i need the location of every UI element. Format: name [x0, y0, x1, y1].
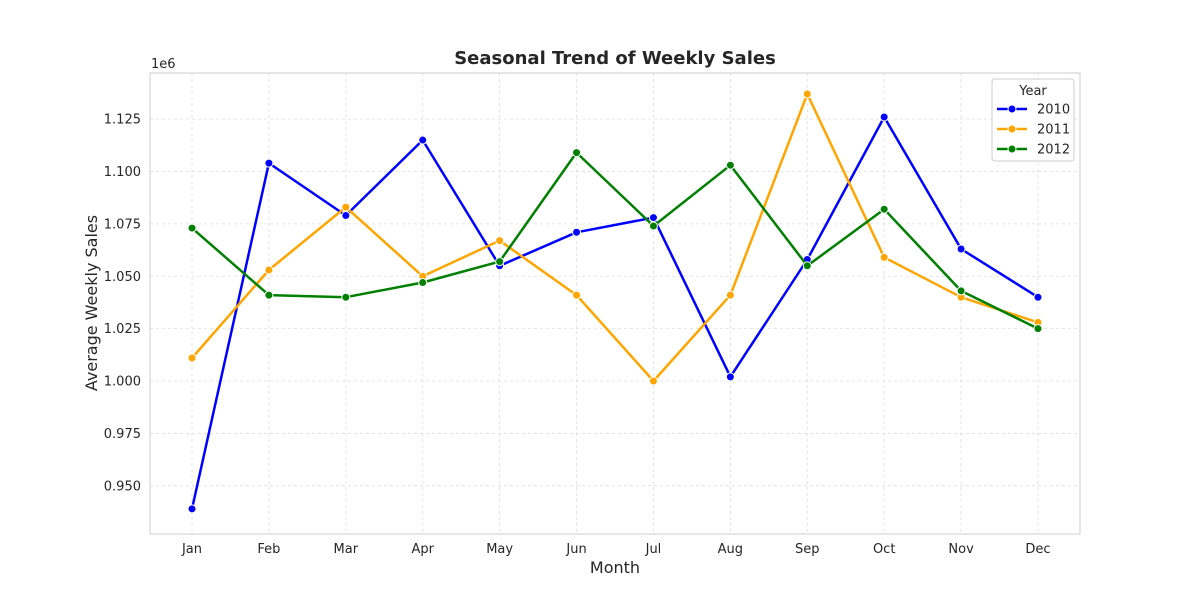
- data-point-2012: [725, 160, 735, 170]
- plot-area-frame: [149, 72, 1081, 535]
- x-tick-label: Oct: [873, 542, 895, 557]
- data-point-2012: [187, 223, 197, 233]
- data-point-2012: [341, 292, 351, 302]
- data-point-2010: [572, 227, 582, 237]
- data-point-2012: [418, 278, 428, 288]
- y-tick-label: 1.125: [104, 113, 141, 128]
- data-point-2011: [648, 376, 658, 386]
- x-axis-label: Month: [590, 558, 640, 577]
- x-tick-label: May: [486, 542, 513, 557]
- legend-label-2011: 2011: [1037, 123, 1070, 138]
- legend-marker-2012: [1007, 144, 1017, 154]
- series-group: [187, 89, 1043, 514]
- data-point-2011: [187, 353, 197, 363]
- y-tick-label: 0.975: [104, 427, 141, 442]
- data-point-2011: [572, 290, 582, 300]
- data-point-2012: [495, 257, 505, 267]
- data-point-2011: [264, 265, 274, 275]
- y-axis-label: Average Weekly Sales: [82, 215, 101, 391]
- data-point-2012: [802, 261, 812, 271]
- x-tick-label: Mar: [334, 542, 359, 557]
- legend-box: [991, 78, 1075, 162]
- x-tick-label: Nov: [948, 542, 974, 557]
- series-line-2010: [190, 115, 1039, 510]
- data-point-2011: [495, 236, 505, 246]
- x-tick-label: Dec: [1025, 542, 1050, 557]
- data-point-2010: [341, 210, 351, 220]
- series-2011: [187, 89, 1043, 386]
- data-point-2010: [956, 244, 966, 254]
- y-tick-labels: 0.950 0.975 1.000 1.025 1.050 1.075 1.100 1.125: [104, 113, 141, 495]
- x-tick-label: Aug: [718, 542, 743, 557]
- data-point-2010: [725, 372, 735, 382]
- legend-label-2012: 2012: [1037, 143, 1070, 158]
- y-tick-label: 1.000: [104, 375, 141, 390]
- x-tick-labels: Jan Feb Mar Apr May Jun Jul Aug Sep Oct Nov Dec: [181, 542, 1051, 557]
- y-offset-text: 1e6: [151, 57, 176, 72]
- y-tick-label: 1.025: [104, 322, 141, 337]
- data-point-2011: [802, 89, 812, 99]
- series-line-2012: [191, 151, 1039, 330]
- legend-label-2010: 2010: [1037, 103, 1070, 118]
- series-2012: [187, 148, 1043, 334]
- legend-marker-2011: [1007, 124, 1017, 134]
- grid: [150, 73, 1080, 534]
- y-tick-label: 0.950: [104, 479, 141, 494]
- y-tick-label: 1.075: [104, 217, 141, 232]
- data-point-2011: [341, 202, 351, 212]
- data-point-2011: [879, 252, 889, 262]
- x-tick-label: Apr: [411, 542, 434, 557]
- data-point-2012: [648, 221, 658, 231]
- x-tick-label: Sep: [795, 542, 820, 557]
- chart-title: Seasonal Trend of Weekly Sales: [454, 48, 776, 69]
- legend: Year 2010 2011 2012: [991, 78, 1075, 162]
- series-2010: [187, 112, 1043, 514]
- data-point-2010: [1033, 292, 1043, 302]
- data-point-2010: [187, 504, 197, 514]
- x-tick-label: Jun: [565, 542, 586, 557]
- legend-title: Year: [1018, 84, 1047, 99]
- data-point-2010: [879, 112, 889, 122]
- series-line-2011: [191, 92, 1039, 383]
- data-point-2012: [1033, 324, 1043, 334]
- y-tick-label: 1.050: [104, 270, 141, 285]
- legend-marker-2010: [1007, 104, 1017, 114]
- data-point-2011: [725, 290, 735, 300]
- data-point-2010: [418, 135, 428, 145]
- x-tick-label: Jan: [181, 542, 202, 557]
- x-tick-label: Feb: [257, 542, 280, 557]
- data-point-2012: [572, 148, 582, 158]
- x-tick-label: Jul: [645, 542, 662, 557]
- data-point-2010: [648, 213, 658, 223]
- y-tick-label: 1.100: [104, 165, 141, 180]
- data-point-2012: [879, 204, 889, 214]
- data-point-2012: [264, 290, 274, 300]
- data-point-2012: [956, 286, 966, 296]
- data-point-2010: [264, 158, 274, 168]
